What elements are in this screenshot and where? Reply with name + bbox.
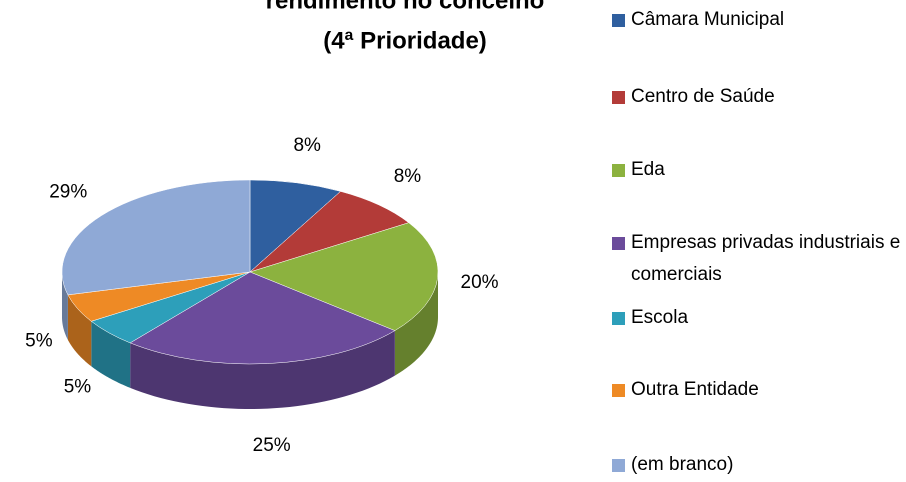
slice [129,271,396,365]
data-label: 20% [461,272,499,293]
legend-swatch [612,14,625,27]
legend-swatch [612,312,625,325]
slice-side [394,272,438,376]
legend-item: Centro de Saúde [612,81,902,113]
legend-item: (em branco) [612,449,902,481]
legend-label: Outra Entidade [631,379,759,400]
legend-swatch [612,164,625,177]
legend-swatch [612,91,625,104]
slice-side [91,321,131,388]
legend-item: Outra Entidade [612,374,902,406]
data-label: 5% [64,377,92,398]
slice [249,191,410,273]
legend-item: Câmara Municipal [612,4,902,36]
legend-label: Centro de Saúde [631,86,775,107]
legend-label: Câmara Municipal [631,9,785,30]
legend-swatch [612,237,625,250]
chart-title: (4ª Prioridade) [323,27,487,54]
slice [61,179,251,296]
legend-item: Escola [612,302,902,334]
legend-label: Escola [631,307,689,328]
data-label: 29% [49,181,87,202]
slice-side [62,272,68,340]
slice-side [130,330,395,409]
legend-label: (em branco) [631,454,734,475]
data-label: 5% [25,331,53,352]
slice [249,222,439,331]
slice-side [67,294,92,367]
chart-title: rendimento no concelho [266,0,545,14]
data-label: 8% [293,135,321,156]
legend-label: Empresas privadas industriais e comercia… [631,232,901,285]
data-label: 25% [253,435,291,456]
legend-swatch [612,384,625,397]
slice [249,179,342,273]
legend-item: Empresas privadas industriais e comercia… [612,227,902,291]
legend-label: Eda [631,159,665,180]
data-label: 8% [394,166,422,187]
legend-swatch [612,459,625,472]
legend-item: Eda [612,154,902,186]
